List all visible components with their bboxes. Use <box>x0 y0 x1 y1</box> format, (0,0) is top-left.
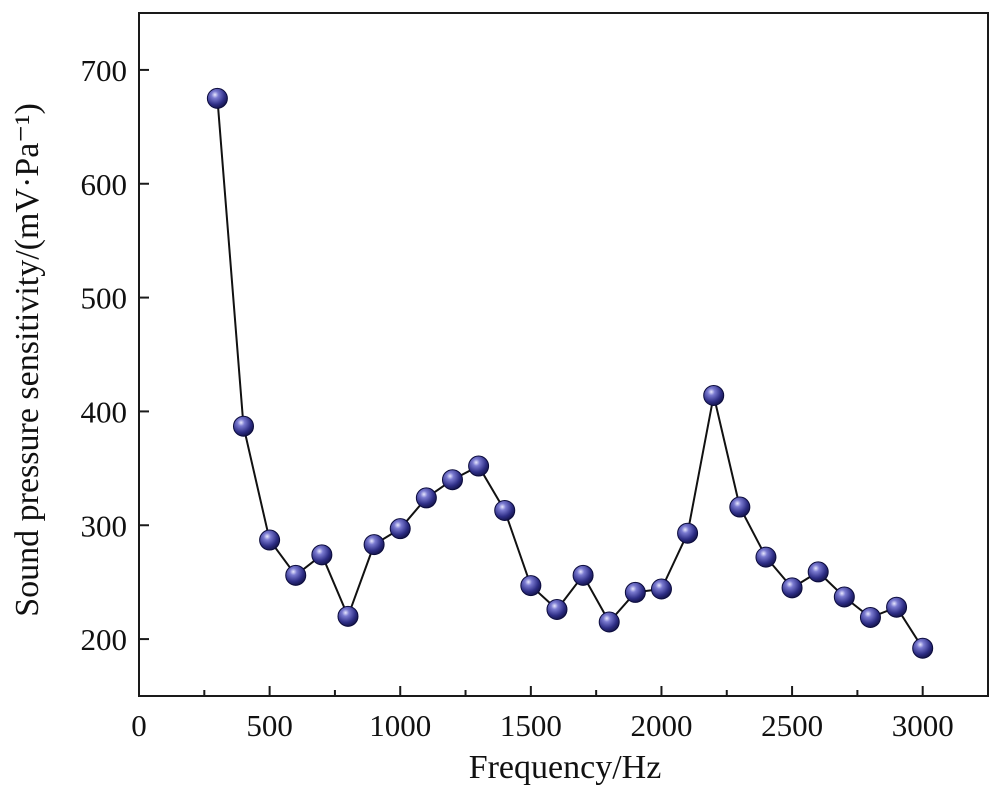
y-tick-label: 200 <box>81 622 128 657</box>
data-point <box>886 596 908 618</box>
y-tick-label: 600 <box>81 167 128 202</box>
y-tick-label: 700 <box>81 53 128 88</box>
y-tick-label: 500 <box>81 281 128 316</box>
data-point <box>546 598 568 620</box>
data-point <box>781 577 803 599</box>
data-point <box>468 455 490 477</box>
data-point <box>729 496 751 518</box>
data-point <box>520 575 542 597</box>
data-point <box>441 469 463 491</box>
data-point <box>285 564 307 586</box>
x-tick-label: 1500 <box>500 708 562 743</box>
data-points <box>206 87 934 659</box>
data-point <box>494 499 516 521</box>
x-tick-label: 1000 <box>369 708 431 743</box>
data-point <box>415 487 437 509</box>
data-point <box>807 561 829 583</box>
data-point <box>259 529 281 551</box>
data-point <box>389 518 411 540</box>
y-axis-title: Sound pressure sensitivity/(mV·Pa⁻¹) <box>9 103 46 617</box>
data-point <box>624 581 646 603</box>
data-point <box>232 415 254 437</box>
y-tick-label: 300 <box>81 508 128 543</box>
data-point <box>363 534 385 556</box>
x-tick-label: 2500 <box>761 708 823 743</box>
data-point <box>572 564 594 586</box>
data-point <box>833 586 855 608</box>
data-point <box>703 384 725 406</box>
x-tick-label: 2000 <box>630 708 692 743</box>
data-point <box>859 606 881 628</box>
x-tick-label: 3000 <box>892 708 954 743</box>
data-point <box>650 578 672 600</box>
plot-area-frame <box>138 12 989 697</box>
x-tick-label: 500 <box>246 708 293 743</box>
data-point <box>337 605 359 627</box>
x-axis-title: Frequency/Hz <box>469 749 662 786</box>
x-axis-ticks: 0 500 1000 1500 2000 2500 3000 <box>131 686 954 743</box>
data-point <box>598 611 620 633</box>
data-point <box>206 87 228 109</box>
data-point <box>677 522 699 544</box>
y-axis-ticks: 200 300 400 500 600 700 <box>81 53 149 657</box>
data-point <box>912 637 934 659</box>
data-point <box>755 546 777 568</box>
x-tick-label: 0 <box>131 708 147 743</box>
data-point <box>311 544 333 566</box>
y-tick-label: 400 <box>81 394 128 429</box>
series-line <box>216 98 924 649</box>
